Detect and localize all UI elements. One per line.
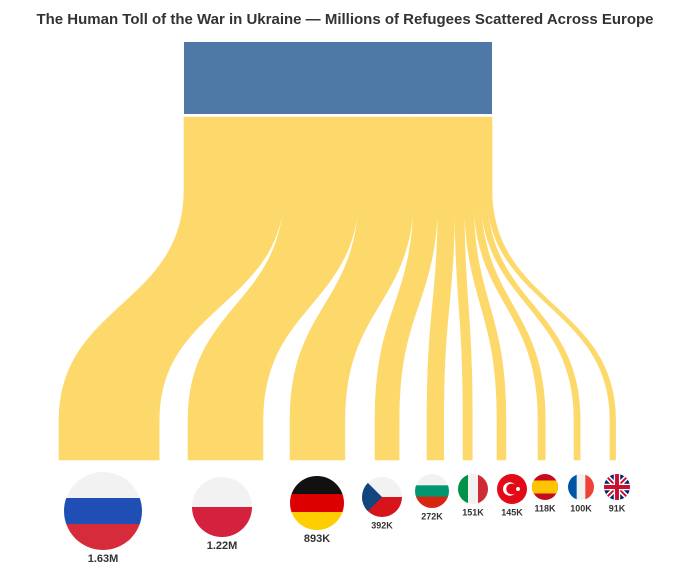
- value-label: 272K: [421, 511, 443, 521]
- flag-stripe: [468, 474, 479, 504]
- flow: [58, 116, 285, 461]
- flag-stripe: [64, 524, 142, 550]
- value-label: 392K: [371, 520, 393, 530]
- flag: [532, 474, 558, 500]
- flag: [64, 472, 142, 550]
- value-label: 1.63M: [88, 553, 119, 565]
- flag-stripe: [568, 474, 578, 500]
- flag-stripe: [192, 477, 252, 508]
- flag: [568, 474, 594, 500]
- value-label: 118K: [534, 503, 556, 513]
- flow: [374, 116, 439, 461]
- flag-shape: [362, 477, 382, 517]
- flag: [192, 477, 252, 537]
- flag-stripe: [415, 485, 449, 498]
- flow: [426, 116, 456, 461]
- flag-stripe: [532, 480, 558, 494]
- flag-stripe: [458, 474, 469, 504]
- flag-stripe: [64, 472, 142, 499]
- flow: [486, 116, 616, 461]
- value-label: 151K: [462, 507, 484, 517]
- source-node: [184, 42, 492, 114]
- flow: [479, 116, 581, 461]
- flow: [454, 116, 473, 461]
- flag: [458, 474, 488, 504]
- flag-shape: [506, 483, 518, 495]
- value-label: 893K: [304, 533, 330, 545]
- flow: [187, 116, 360, 461]
- flag-stripe: [415, 496, 449, 508]
- flag-shape: [516, 487, 520, 491]
- flag-stripe: [415, 474, 449, 486]
- value-label: 91K: [609, 503, 626, 513]
- flag: [497, 474, 527, 504]
- flag-stripe: [576, 474, 586, 500]
- flag-shape: [604, 474, 630, 500]
- flow: [463, 116, 507, 461]
- flag-stripe: [290, 494, 344, 513]
- value-label: 145K: [501, 507, 523, 517]
- flag-stripe: [290, 512, 344, 530]
- flag-stripe: [290, 476, 344, 495]
- flag-stripe: [192, 507, 252, 537]
- flag: [362, 477, 402, 517]
- flag: [415, 474, 449, 508]
- flag-stripe: [478, 474, 488, 504]
- flag-stripe: [64, 498, 142, 525]
- value-label: 100K: [570, 503, 592, 513]
- flag: [290, 476, 344, 530]
- chart-title: The Human Toll of the War in Ukraine — M…: [36, 11, 653, 28]
- value-label: 1.22M: [207, 540, 238, 552]
- flow: [289, 116, 415, 461]
- flag-stripe: [585, 474, 594, 500]
- flag: [604, 474, 630, 500]
